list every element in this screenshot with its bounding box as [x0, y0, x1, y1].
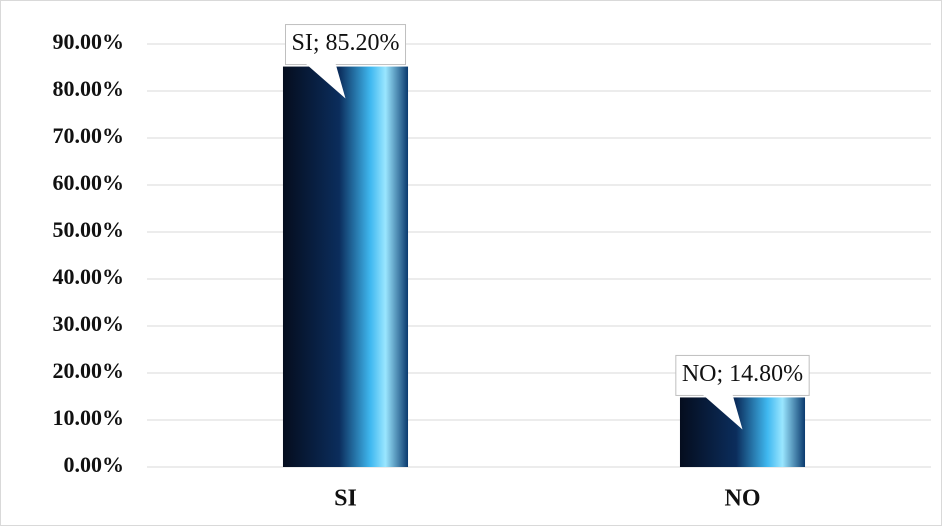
bar: [282, 66, 409, 467]
bar: [679, 397, 806, 467]
y-tick-label: 40.00%: [53, 264, 125, 289]
y-tick-label: 10.00%: [53, 405, 125, 430]
y-tick-label: 70.00%: [53, 123, 125, 148]
callout-pointer: [702, 394, 743, 430]
x-tick-label: NO: [725, 486, 761, 512]
y-tick-label: 30.00%: [53, 311, 125, 336]
y-tick-label: 60.00%: [53, 170, 125, 195]
value-label-callout: [675, 354, 810, 430]
y-tick-label: 90.00%: [53, 29, 125, 54]
value-label-callout: [285, 24, 407, 99]
callout-pointer: [305, 63, 346, 99]
value-label: SI; 85.20%: [292, 30, 400, 56]
y-tick-label: 80.00%: [53, 76, 125, 101]
callout-box: [675, 354, 810, 396]
callout-box: [285, 24, 407, 66]
x-tick-label: SI: [334, 486, 357, 512]
value-label: NO; 14.80%: [682, 361, 803, 387]
y-tick-label: 0.00%: [64, 452, 125, 477]
y-tick-label: 20.00%: [53, 358, 125, 383]
y-tick-label: 50.00%: [53, 217, 125, 242]
